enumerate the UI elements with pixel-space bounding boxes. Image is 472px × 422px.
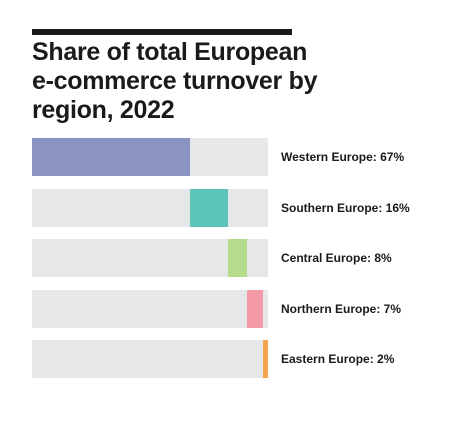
bar-label-central-europe: Central Europe: 8% (281, 251, 392, 265)
bar-label-eastern-europe: Eastern Europe: 2% (281, 352, 395, 366)
bar-label-western-europe: Western Europe: 67% (281, 150, 405, 164)
bar-western-europe (32, 138, 191, 176)
bar-label-southern-europe: Southern Europe: 16% (281, 201, 410, 215)
bar-central-europe (227, 239, 247, 277)
bar-track-central-europe (32, 239, 268, 277)
bar-track-eastern-europe (32, 340, 268, 378)
bar-label-northern-europe: Northern Europe: 7% (281, 302, 402, 316)
bar-track-northern-europe (32, 290, 268, 328)
bar-eastern-europe (263, 340, 268, 378)
bar-southern-europe (190, 189, 228, 227)
bar-track-western-europe (32, 138, 268, 176)
title-rule (32, 29, 292, 35)
bar-northern-europe (246, 290, 264, 328)
bar-track-southern-europe (32, 189, 268, 227)
chart-title: Share of total European e-commerce turno… (32, 38, 318, 124)
